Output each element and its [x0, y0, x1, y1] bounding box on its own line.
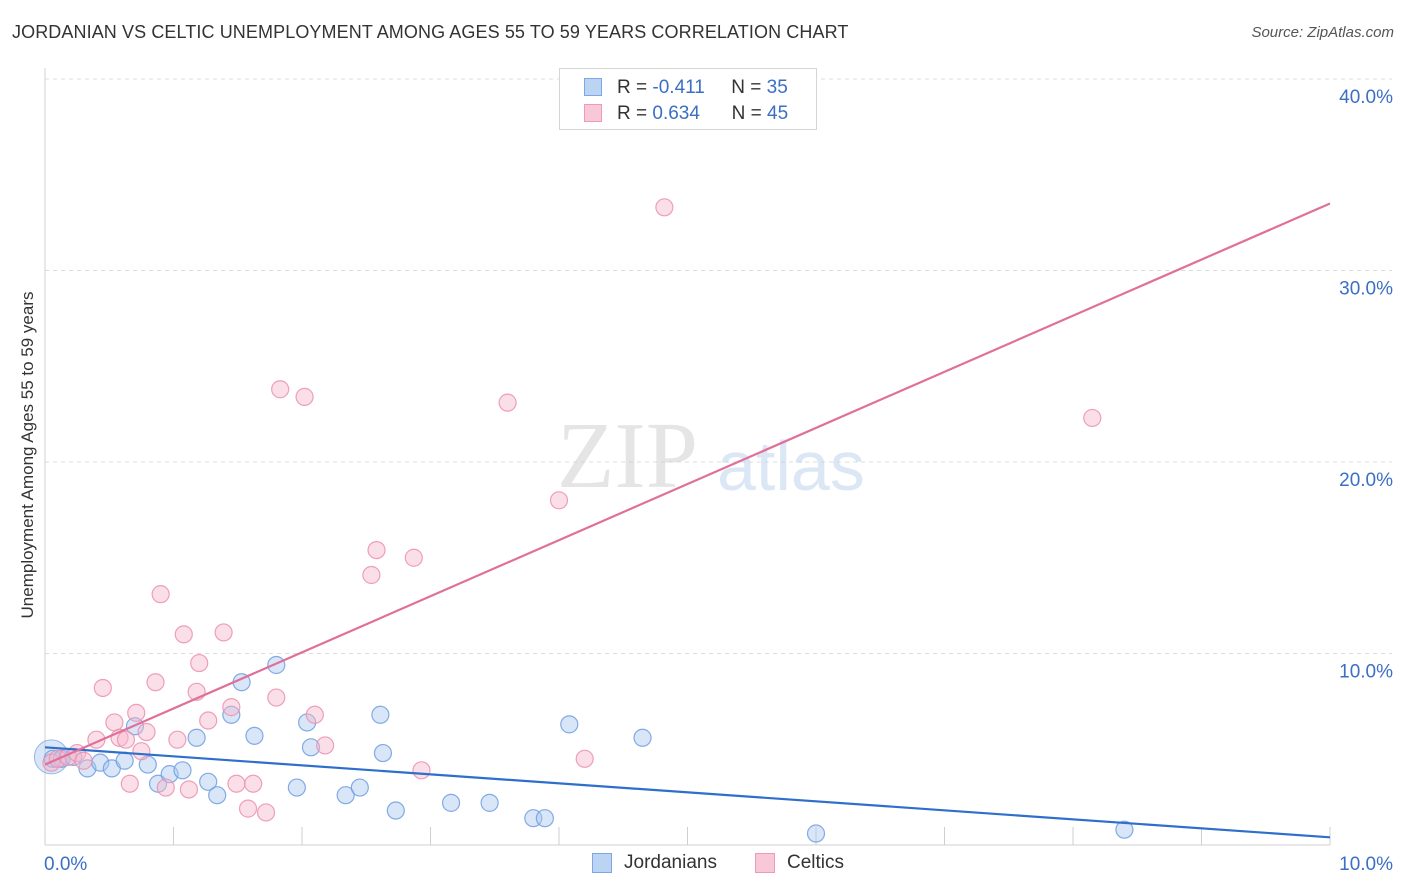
- legend-swatch-jordanians: [584, 78, 602, 96]
- celtic-point: [295, 387, 314, 406]
- legend-swatch-celtics: [584, 104, 602, 122]
- jordanian-point: [633, 728, 652, 747]
- celtic-point: [1083, 408, 1102, 428]
- trend-lines: [44, 202, 1331, 839]
- y-tick-label: 10.0%: [1339, 662, 1393, 683]
- celtic-point: [151, 585, 170, 604]
- celtic-point: [404, 548, 423, 567]
- celtic-point: [132, 742, 151, 761]
- jordanian-point: [441, 793, 461, 812]
- celtic-point: [190, 653, 209, 673]
- jordanian-point: [371, 705, 390, 724]
- bottom-legend-swatch-celtics: [755, 853, 775, 873]
- celtic-point: [655, 198, 674, 217]
- legend-r-value: 0.634: [652, 103, 700, 124]
- jordanian-point: [806, 824, 826, 843]
- x-tick-label: 10.0%: [1339, 854, 1393, 875]
- watermark: ZIP atlas: [557, 404, 865, 508]
- jordanian-point: [298, 713, 317, 732]
- celtic-point: [267, 688, 286, 707]
- jordanian-point: [386, 801, 405, 820]
- celtic-point: [93, 678, 112, 698]
- celtic-point: [199, 711, 218, 730]
- y-tick-label: 30.0%: [1339, 279, 1393, 300]
- celtic-point: [137, 722, 156, 742]
- celtic-point: [256, 803, 276, 822]
- celtic-point: [116, 730, 136, 749]
- correlation-legend: R = -0.411 N = 35 R = 0.634 N = 45: [559, 68, 817, 130]
- jordanian-trend-line: [44, 746, 1331, 839]
- jordanian-point: [373, 743, 393, 763]
- bottom-legend-swatch-jordanians: [592, 853, 612, 873]
- celtic-point: [498, 393, 517, 412]
- watermark-zip: ZIP: [557, 404, 698, 508]
- jordanian-point: [535, 809, 554, 828]
- jordanian-point: [115, 751, 134, 770]
- jordanian-point: [301, 738, 321, 757]
- jordanian-point: [350, 778, 369, 797]
- celtic-point: [105, 713, 124, 732]
- jordanian-point: [245, 726, 264, 745]
- jordanian-point: [173, 761, 192, 780]
- celtic-point: [412, 761, 431, 780]
- jordanian-point: [222, 705, 241, 724]
- jordanian-point: [336, 786, 355, 805]
- bottom-legend-label-celtics: Celtics: [787, 852, 845, 873]
- celtic-point: [156, 778, 175, 797]
- legend-n-label: N =: [731, 77, 762, 98]
- jordanian-point: [208, 786, 227, 805]
- celtic-point: [168, 730, 187, 749]
- celtic-point: [549, 491, 569, 510]
- jordanian-point: [560, 715, 579, 734]
- y-tick-label: 20.0%: [1339, 470, 1393, 491]
- jordanian-point: [199, 772, 218, 791]
- jordanian-point: [287, 778, 306, 797]
- celtic-point: [367, 540, 386, 560]
- jordanian-point: [480, 793, 499, 812]
- chart-title: JORDANIAN VS CELTIC UNEMPLOYMENT AMONG A…: [12, 22, 849, 42]
- celtic-point: [127, 703, 146, 722]
- celtic-point: [238, 799, 258, 818]
- celtic-point: [271, 380, 290, 399]
- legend-n-label: N =: [731, 103, 762, 124]
- celtic-point: [74, 751, 93, 770]
- legend-r-label: R =: [617, 77, 648, 98]
- celtic-point: [174, 625, 193, 644]
- data-points: [33, 198, 1134, 843]
- legend-r-label: R =: [617, 103, 648, 124]
- celtic-point: [316, 736, 335, 755]
- legend-n-value: 45: [767, 103, 789, 124]
- celtic-point: [214, 623, 233, 642]
- celtic-point: [227, 774, 246, 793]
- bottom-legend-label-jordanians: Jordanians: [624, 852, 717, 873]
- y-tick-label: 40.0%: [1339, 87, 1393, 108]
- legend-n-value: 35: [766, 77, 788, 98]
- grid-lines: [45, 78, 1392, 654]
- celtic-point: [362, 565, 381, 585]
- jordanian-point: [187, 728, 206, 747]
- celtic-point: [575, 749, 594, 768]
- celtic-point: [120, 774, 139, 793]
- x-tick-label: 0.0%: [44, 854, 87, 875]
- celtic-trend-line: [44, 202, 1331, 766]
- celtic-point: [305, 705, 324, 724]
- source-credit: Source: ZipAtlas.com: [1251, 24, 1394, 41]
- axes: [44, 68, 1331, 846]
- y-axis-title: Unemployment Among Ages 55 to 59 years: [18, 291, 37, 619]
- jordanian-point: [1115, 820, 1134, 839]
- celtic-point: [222, 698, 241, 717]
- celtic-point: [146, 673, 165, 692]
- celtic-point: [179, 780, 199, 799]
- tick-labels: 10.0% 20.0% 30.0% 40.0% 0.0% 10.0%: [44, 87, 1393, 875]
- legend-r-value: -0.411: [652, 77, 705, 98]
- celtic-point: [244, 774, 263, 793]
